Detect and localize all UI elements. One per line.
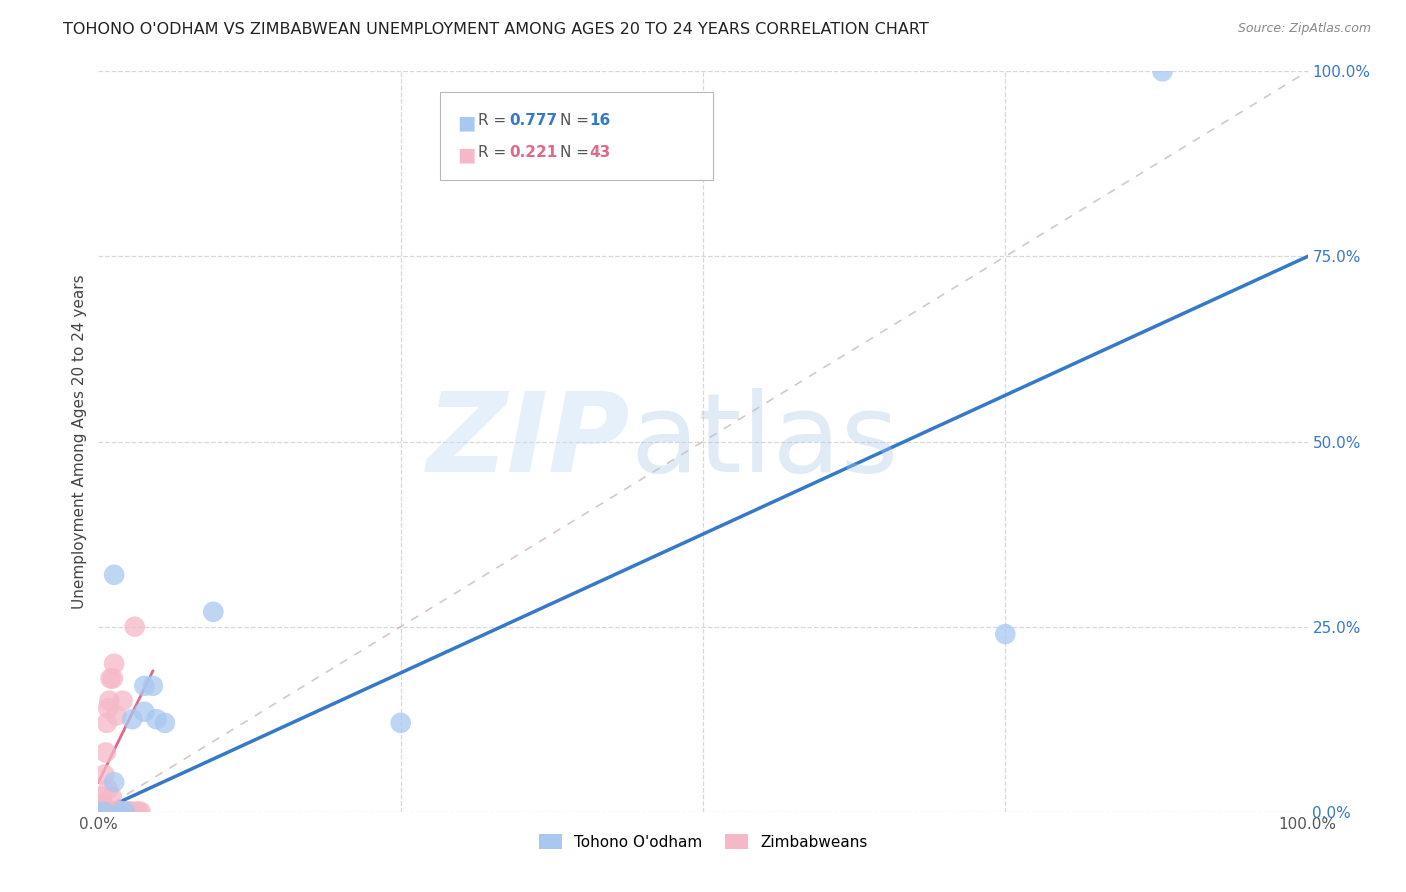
Point	[134, 705, 156, 719]
Point	[100, 672, 122, 686]
Text: N =: N =	[560, 145, 593, 161]
Point	[121, 805, 143, 819]
Text: 43: 43	[589, 145, 610, 161]
Point	[93, 805, 115, 819]
Point	[93, 805, 115, 819]
Text: 16: 16	[589, 113, 610, 128]
Text: atlas: atlas	[630, 388, 898, 495]
Point	[114, 805, 136, 819]
Point	[96, 805, 118, 819]
Point	[93, 767, 115, 781]
Point	[103, 657, 125, 671]
Point	[87, 805, 110, 819]
Point	[100, 789, 122, 804]
Point	[118, 805, 141, 819]
Point	[111, 694, 134, 708]
Point	[89, 805, 111, 819]
Point	[129, 805, 152, 819]
Point	[91, 805, 114, 819]
Point	[101, 805, 124, 819]
Point	[97, 701, 120, 715]
Legend: Tohono O'odham, Zimbabweans: Tohono O'odham, Zimbabweans	[533, 828, 873, 856]
Point	[101, 672, 124, 686]
Point	[108, 805, 131, 819]
Text: TOHONO O'ODHAM VS ZIMBABWEAN UNEMPLOYMENT AMONG AGES 20 TO 24 YEARS CORRELATION : TOHONO O'ODHAM VS ZIMBABWEAN UNEMPLOYMEN…	[63, 22, 929, 37]
Point	[112, 805, 135, 819]
Text: ZIP: ZIP	[427, 388, 630, 495]
Point	[134, 679, 156, 693]
Point	[94, 746, 117, 760]
Point	[124, 619, 146, 633]
Point	[108, 805, 131, 819]
Point	[153, 715, 176, 730]
Point	[103, 805, 125, 819]
Point	[97, 782, 120, 797]
Point	[91, 797, 114, 812]
Text: Source: ZipAtlas.com: Source: ZipAtlas.com	[1237, 22, 1371, 36]
Text: ■: ■	[457, 113, 475, 132]
Point	[96, 715, 118, 730]
Point	[87, 805, 110, 819]
Point	[108, 805, 131, 819]
Point	[100, 805, 122, 819]
Point	[114, 805, 136, 819]
Point	[120, 805, 142, 819]
Point	[98, 694, 121, 708]
Text: 0.777: 0.777	[509, 113, 557, 128]
Point	[142, 679, 165, 693]
Text: N =: N =	[560, 113, 593, 128]
Point	[103, 775, 125, 789]
Point	[125, 805, 148, 819]
Point	[107, 805, 129, 819]
Point	[105, 708, 128, 723]
Point	[94, 805, 117, 819]
Text: 0.221: 0.221	[509, 145, 557, 161]
Point	[103, 567, 125, 582]
Point	[104, 805, 127, 819]
Text: ■: ■	[457, 145, 475, 164]
Point	[127, 805, 149, 819]
Y-axis label: Unemployment Among Ages 20 to 24 years: Unemployment Among Ages 20 to 24 years	[72, 274, 87, 609]
Point	[98, 805, 121, 819]
Text: R =: R =	[478, 145, 512, 161]
Point	[110, 805, 132, 819]
Point	[90, 805, 112, 819]
Point	[121, 712, 143, 726]
Point	[118, 805, 141, 819]
Point	[994, 627, 1017, 641]
Point	[389, 715, 412, 730]
Point	[91, 805, 114, 819]
Text: R =: R =	[478, 113, 512, 128]
Point	[145, 712, 167, 726]
Point	[91, 789, 114, 804]
Point	[90, 797, 112, 812]
Point	[202, 605, 225, 619]
Point	[115, 805, 138, 819]
Point	[1152, 64, 1174, 78]
